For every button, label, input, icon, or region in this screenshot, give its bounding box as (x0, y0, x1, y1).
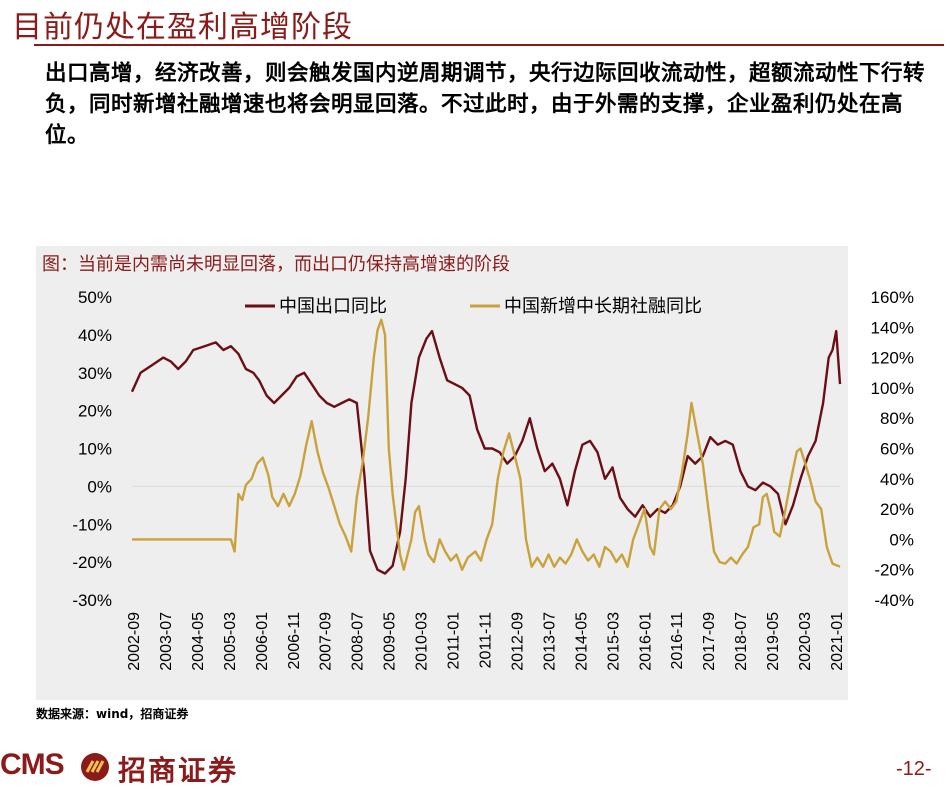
x-tick-label: 2002-09 (126, 612, 143, 671)
right-tick-label: 140% (871, 318, 914, 337)
x-tick-label: 2021-01 (829, 612, 846, 671)
data-source: 数据来源：wind，招商证券 (36, 707, 189, 721)
x-tick-label: 2007-09 (318, 612, 335, 671)
page-number: -12- (896, 758, 932, 780)
x-tick-label: 2008-07 (350, 612, 367, 671)
logo-company-name: 招商证券 (118, 754, 239, 787)
x-tick-label: 2005-03 (222, 612, 239, 671)
x-tick-label: 2003-07 (158, 612, 175, 671)
right-tick-label: 160% (871, 288, 914, 307)
left-tick-label: -30% (72, 591, 112, 610)
page-title: 目前仍处在盈利高增阶段 (12, 10, 353, 45)
right-tick-label: 20% (880, 500, 914, 519)
legend-tsf-label: 中国新增中长期社融同比 (504, 296, 702, 317)
x-tick-label: 2014-05 (573, 612, 590, 671)
title-rule (34, 44, 944, 46)
right-tick-label: -20% (874, 561, 914, 580)
right-tick-label: 0% (889, 530, 914, 549)
series-line-export (130, 329, 842, 575)
right-tick-label: 40% (880, 470, 914, 489)
x-tick-label: 2004-05 (190, 612, 207, 671)
left-tick-label: 40% (78, 326, 112, 345)
chart-axes-layer: 50% 40% 30% 20% 10% 0% -10% -20% -30% 160% 140% 120… (72, 288, 914, 671)
x-tick-label: 2016-11 (669, 612, 686, 670)
chart-series-layer (130, 318, 842, 575)
x-tick-label: 2006-01 (254, 612, 271, 671)
x-tick-label: 2010-03 (414, 612, 431, 671)
series-line-tsf (132, 318, 841, 571)
x-tick-label: 2011-11 (478, 612, 495, 668)
x-tick-label: 2016-01 (637, 612, 654, 671)
chart-panel (36, 246, 848, 700)
x-tick-label: 2009-05 (382, 612, 399, 671)
x-tick-label: 2019-05 (765, 612, 782, 671)
chart-legend: 中国出口同比 中国新增中长期社融同比 (245, 296, 702, 317)
x-tick-label: 2018-07 (733, 612, 750, 671)
summary-paragraph: 出口高增，经济改善，则会触发国内逆周期调节，央行边际回收流动性，超额流动性下行转… (45, 61, 926, 148)
right-tick-label: 100% (871, 379, 914, 398)
logo-badge-icon (81, 753, 109, 781)
x-tick-label: 2011-01 (446, 612, 463, 670)
left-tick-label: -10% (72, 515, 112, 534)
right-tick-label: 120% (871, 349, 914, 368)
right-tick-label: 60% (880, 440, 914, 459)
left-tick-label: 10% (78, 440, 112, 459)
x-tick-label: 2006-11 (286, 612, 303, 670)
left-tick-label: 50% (78, 288, 112, 307)
logo-cms-text: CMS (0, 748, 65, 781)
left-tick-label: 20% (78, 402, 112, 421)
right-tick-label: -40% (874, 591, 914, 610)
left-tick-label: -20% (72, 553, 112, 572)
x-tick-label: 2012-09 (509, 612, 526, 671)
x-tick-label: 2020-03 (797, 612, 814, 671)
legend-export-label: 中国出口同比 (279, 296, 387, 317)
x-tick-label: 2013-07 (541, 612, 558, 671)
left-tick-label: 0% (87, 477, 112, 496)
left-tick-label: 30% (78, 364, 112, 383)
x-tick-label: 2015-03 (605, 612, 622, 671)
chart-title: 图：当前是内需尚未明显回落，而出口仍保持高增速的阶段 (42, 254, 510, 275)
right-tick-label: 80% (880, 409, 914, 428)
x-tick-label: 2017-09 (701, 612, 718, 671)
